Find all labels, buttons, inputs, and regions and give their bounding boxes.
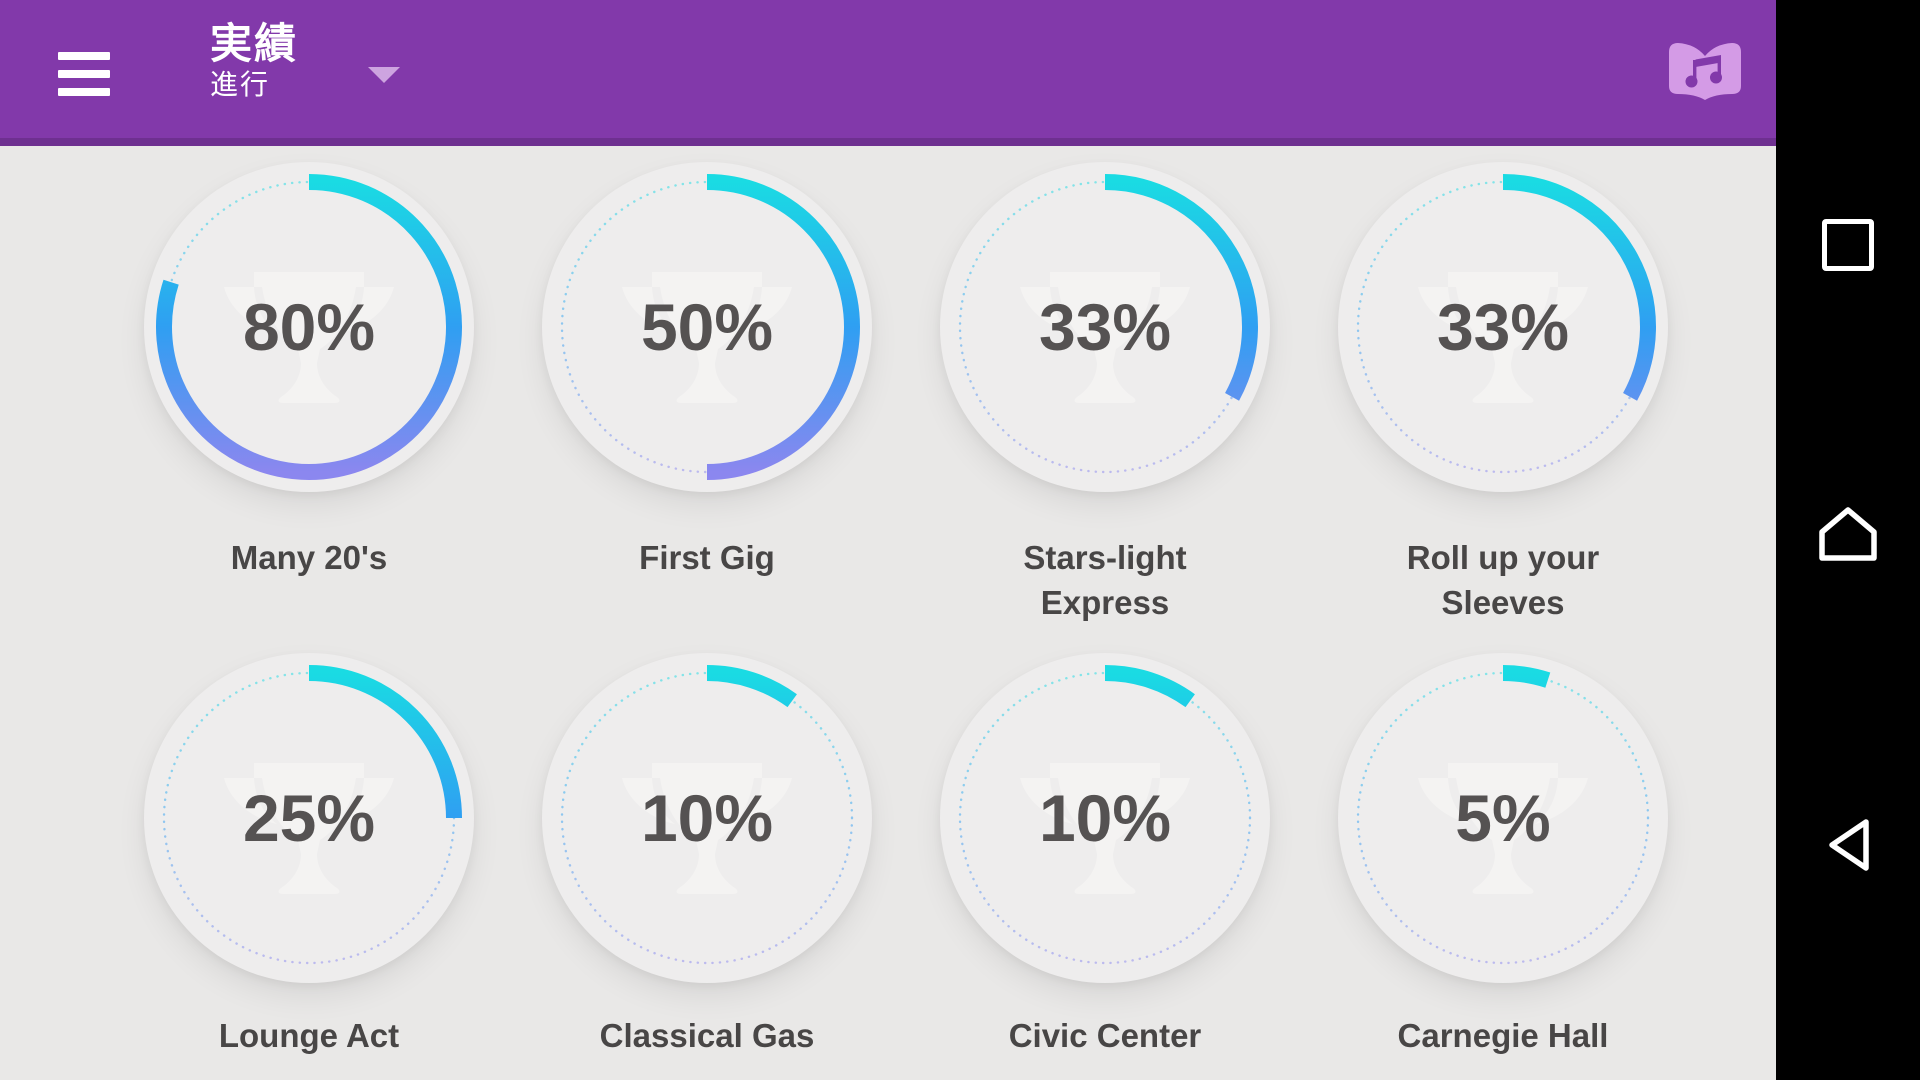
trophy-icon <box>1418 763 1588 894</box>
chevron-down-icon[interactable] <box>368 67 400 83</box>
progress-arc <box>1502 665 1551 688</box>
trophy-icon <box>622 272 792 403</box>
progress-ring: 80% <box>144 162 474 492</box>
achievement-card[interactable]: 10% Civic Center <box>906 653 1304 1058</box>
progress-track <box>560 671 854 965</box>
progress-ring: 5% <box>1338 653 1668 983</box>
achievement-label: Stars-light Express <box>1023 539 1187 621</box>
hamburger-menu-icon[interactable] <box>58 52 110 96</box>
achievement-label: Civic Center <box>1008 1017 1202 1054</box>
achievement-label: Carnegie Hall <box>1397 1017 1609 1054</box>
progress-percent: 25% <box>242 781 376 855</box>
progress-arc <box>706 665 797 708</box>
app-bar: 実績 進行 <box>0 0 1776 146</box>
progress-arc <box>1104 665 1195 708</box>
progress-percent: 50% <box>640 290 774 364</box>
progress-ring: 50% <box>542 162 872 492</box>
progress-percent: 10% <box>1038 781 1172 855</box>
achievement-card[interactable]: 33% Roll up your Sleeves <box>1304 162 1702 625</box>
home-button-icon[interactable] <box>1817 505 1879 563</box>
progress-ring: 10% <box>542 653 872 983</box>
progress-percent: 5% <box>1455 781 1551 855</box>
trophy-icon <box>1418 272 1588 403</box>
trophy-icon <box>224 763 394 894</box>
progress-ring: 10% <box>940 653 1270 983</box>
progress-ring: 33% <box>1338 162 1668 492</box>
progress-ring: 25% <box>144 653 474 983</box>
progress-arc <box>156 174 462 480</box>
progress-arc <box>308 665 462 819</box>
back-button-icon[interactable] <box>1821 815 1875 875</box>
achievement-card[interactable]: 33% Stars-light Express <box>906 162 1304 625</box>
progress-track <box>1356 671 1650 965</box>
achievement-card[interactable]: 80% Many 20's <box>110 162 508 580</box>
trophy-icon <box>622 763 792 894</box>
trophy-icon <box>1020 272 1190 403</box>
achievement-label: First Gig <box>639 539 775 576</box>
progress-percent: 10% <box>640 781 774 855</box>
progress-arc <box>706 174 860 480</box>
progress-track <box>958 671 1252 965</box>
progress-percent: 33% <box>1038 290 1172 364</box>
achievement-card[interactable]: 25% Lounge Act <box>110 653 508 1058</box>
achievement-label: Roll up your Sleeves <box>1406 539 1600 621</box>
title-dropdown[interactable]: 実績 進行 <box>210 22 298 101</box>
achievement-label: Many 20's <box>230 539 388 576</box>
progress-arc <box>1502 174 1656 401</box>
achievement-card[interactable]: 50% First Gig <box>508 162 906 580</box>
page-title: 実績 <box>210 20 299 67</box>
songbook-icon[interactable] <box>1662 38 1748 102</box>
recents-button-icon[interactable] <box>1822 219 1874 271</box>
progress-arc <box>1104 174 1258 401</box>
achievement-card[interactable]: 5% Carnegie Hall <box>1304 653 1702 1058</box>
page-subtitle: 進行 <box>210 69 271 100</box>
achievement-label: Lounge Act <box>218 1017 400 1054</box>
achievement-label: Classical Gas <box>599 1017 815 1054</box>
progress-percent: 33% <box>1436 290 1570 364</box>
achievement-card[interactable]: 10% Classical Gas <box>508 653 906 1058</box>
android-nav-bar <box>1776 0 1920 1080</box>
trophy-icon <box>224 272 394 403</box>
progress-ring: 33% <box>940 162 1270 492</box>
music-note-icon <box>1685 55 1722 88</box>
progress-percent: 80% <box>242 290 376 364</box>
trophy-icon <box>1020 763 1190 894</box>
